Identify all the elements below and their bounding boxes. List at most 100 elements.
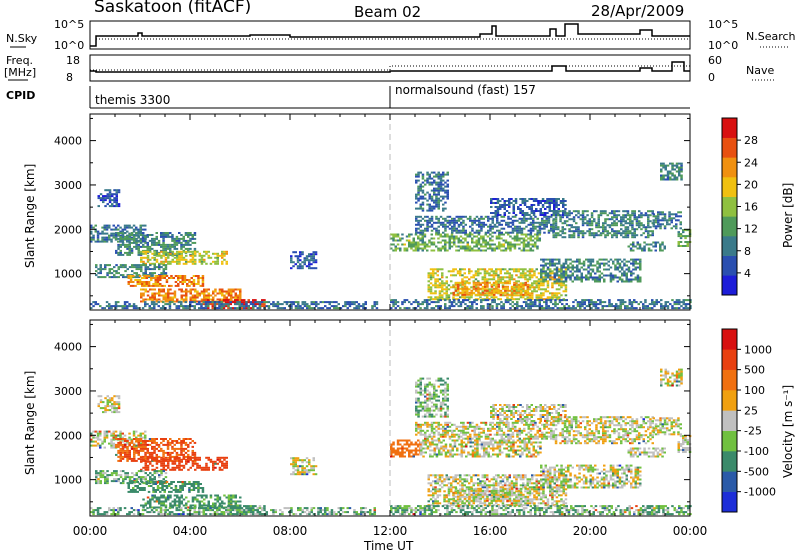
power-echo-cell	[516, 227, 519, 230]
power-echo-cell	[194, 288, 197, 291]
power-echo-cell	[682, 299, 685, 302]
power-echo-cell	[162, 307, 165, 310]
power-echo-cell	[504, 241, 508, 244]
power-echo-cell	[442, 195, 445, 198]
power-echo-cell	[499, 270, 502, 273]
power-echo-cell	[178, 251, 181, 254]
power-echo-cell	[497, 288, 500, 291]
power-echo-cell	[477, 268, 480, 271]
power-echo-cell	[664, 164, 667, 167]
power-echo-cell	[466, 217, 470, 220]
power-echo-cell	[562, 266, 565, 269]
power-echo-cell	[339, 307, 343, 310]
power-echo-cell	[135, 245, 138, 248]
power-echo-cell	[189, 237, 192, 240]
power-echo-cell	[115, 264, 118, 267]
power-echo-cell	[444, 189, 447, 192]
power-echo-cell	[437, 193, 440, 196]
power-echo-cell	[164, 247, 167, 250]
power-echo-cell	[162, 270, 165, 273]
power-echo-cell	[174, 275, 178, 277]
power-echo-cell	[553, 198, 556, 200]
power-echo-cell	[684, 303, 688, 306]
power-echo-cell	[166, 234, 170, 236]
power-echo-cell	[553, 264, 556, 267]
velocity-echo-cell	[151, 447, 154, 450]
power-echo-cell	[421, 231, 425, 234]
power-echo-cell	[108, 189, 112, 192]
power-echo-cell	[216, 252, 219, 255]
velocity-echo-cell	[113, 403, 116, 406]
power-echo-cell	[207, 250, 210, 253]
power-echo-cell	[473, 301, 476, 304]
power-echo-cell	[675, 301, 679, 304]
power-echo-cell	[234, 307, 237, 310]
power-echo-cell	[428, 193, 431, 196]
power-echo-cell	[506, 292, 509, 295]
power-echo-cell	[513, 270, 516, 273]
power-echo-cell	[115, 237, 118, 240]
velocity-echo-cell	[121, 436, 124, 439]
power-echo-cell	[187, 260, 190, 263]
power-echo-cell	[105, 238, 109, 241]
power-echo-cell	[142, 288, 145, 291]
velocity-echo-cell	[117, 449, 120, 452]
power-echo-cell	[457, 287, 460, 290]
power-echo-cell	[649, 214, 652, 217]
power-echo-cell	[634, 268, 637, 271]
power-echo-cell	[305, 259, 309, 262]
power-echo-cell	[99, 197, 103, 200]
power-echo-cell	[104, 264, 107, 267]
velocity-echo-cell	[105, 430, 109, 433]
power-echo-cell	[421, 201, 425, 204]
power-echo-cell	[124, 237, 127, 240]
power-echo-cell	[518, 227, 521, 230]
power-echo-cell	[137, 276, 141, 279]
power-echo-cell	[443, 288, 446, 291]
power-echo-cell	[540, 276, 543, 279]
power-echo-cell	[572, 234, 576, 237]
power-echo-cell	[170, 275, 173, 277]
power-echo-cell	[470, 286, 473, 289]
velocity-echo-cell	[121, 451, 125, 454]
power-echo-cell	[494, 198, 497, 200]
power-echo-cell	[245, 303, 248, 306]
power-echo-cell	[568, 210, 571, 213]
power-echo-cell	[662, 164, 665, 167]
power-echo-cell	[535, 276, 538, 279]
power-echo-cell	[484, 231, 488, 234]
station-title: Saskatoon (fitACF)	[94, 0, 251, 17]
power-echo-cell	[189, 250, 192, 253]
power-echo-cell	[581, 224, 585, 227]
power-echo-cell	[631, 210, 634, 213]
power-echo-cell	[475, 243, 478, 246]
velocity-echo-cell	[130, 445, 134, 448]
power-echo-cell	[185, 294, 188, 297]
power-echo-cell	[121, 243, 125, 246]
power-echo-cell	[498, 247, 501, 250]
power-echo-cell	[490, 285, 494, 288]
power-echo-cell	[137, 253, 140, 256]
velocity-echo-cell	[144, 443, 147, 446]
power-echo-cell	[675, 303, 679, 306]
power-echo-cell	[468, 233, 472, 236]
power-echo-cell	[515, 270, 518, 273]
power-echo-cell	[328, 301, 331, 304]
power-echo-cell	[423, 241, 427, 244]
power-echo-cell	[214, 290, 217, 293]
power-echo-cell	[223, 252, 226, 255]
power-echo-cell	[433, 181, 436, 184]
power-echo-cell	[234, 299, 237, 302]
power-echo-cell	[396, 305, 400, 308]
power-echo-cell	[653, 303, 656, 306]
velocity-echo-cell	[97, 395, 100, 398]
power-echo-cell	[123, 307, 127, 310]
power-echo-cell	[147, 275, 151, 277]
power-echo-cell	[559, 234, 562, 237]
power-echo-cell	[160, 262, 163, 265]
velocity-echo-cell	[119, 432, 122, 435]
power-echo-cell	[515, 294, 518, 297]
power-echo-cell	[606, 232, 609, 235]
power-echo-cell	[533, 270, 536, 273]
power-echo-cell	[558, 292, 561, 295]
